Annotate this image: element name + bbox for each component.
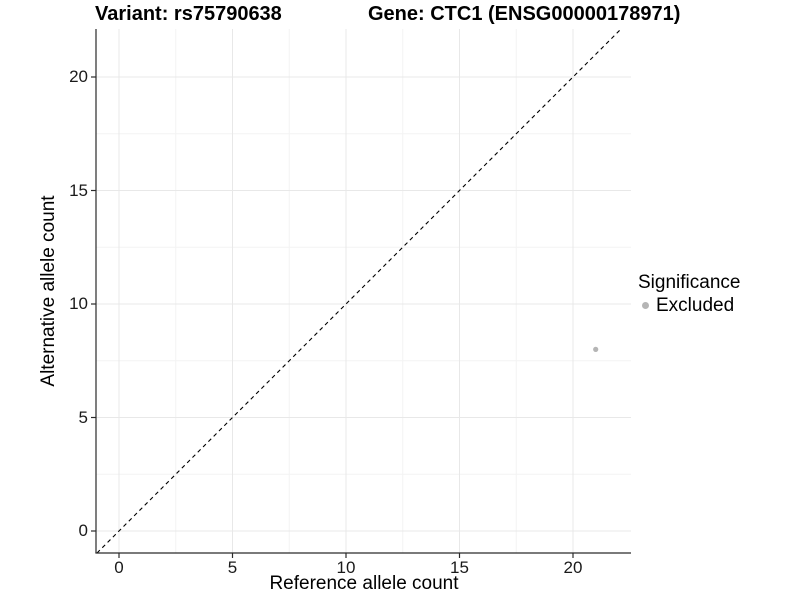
y-axis-title: Alternative allele count [38,195,59,387]
gridlines-major [96,29,631,553]
legend-entry: Excluded [638,295,740,316]
x-tick-label: 10 [336,558,356,577]
plot-title-variant: Variant: rs75790638 [95,3,282,25]
legend-title: Significance [638,272,741,293]
axis-tick-marks [91,76,574,558]
data-points [593,346,599,352]
legend-entry-label: Excluded [656,295,735,316]
legend-entries: Excluded [638,295,740,316]
scatter-point [593,346,599,352]
x-axis-title: Reference allele count [269,573,459,594]
identity-dashed-line [96,28,622,554]
y-tick-label: 10 [69,294,88,313]
legend: Significance Excluded [638,272,740,316]
plot-title-gene: Gene: CTC1 (ENSG00000178971) [368,3,681,25]
legend-point-icon [642,302,649,309]
axis-lines [95,29,631,554]
y-tick-label: 5 [78,407,88,427]
y-tick-label: 15 [69,180,88,200]
x-tick-label: 0 [114,558,124,577]
y-tick-label: 20 [69,67,88,86]
y-tick-label: 0 [78,521,88,540]
x-tick-label: 20 [563,558,583,577]
x-tick-label: 5 [227,558,238,577]
x-tick-label: 15 [450,558,469,577]
gridlines-minor [96,29,631,553]
